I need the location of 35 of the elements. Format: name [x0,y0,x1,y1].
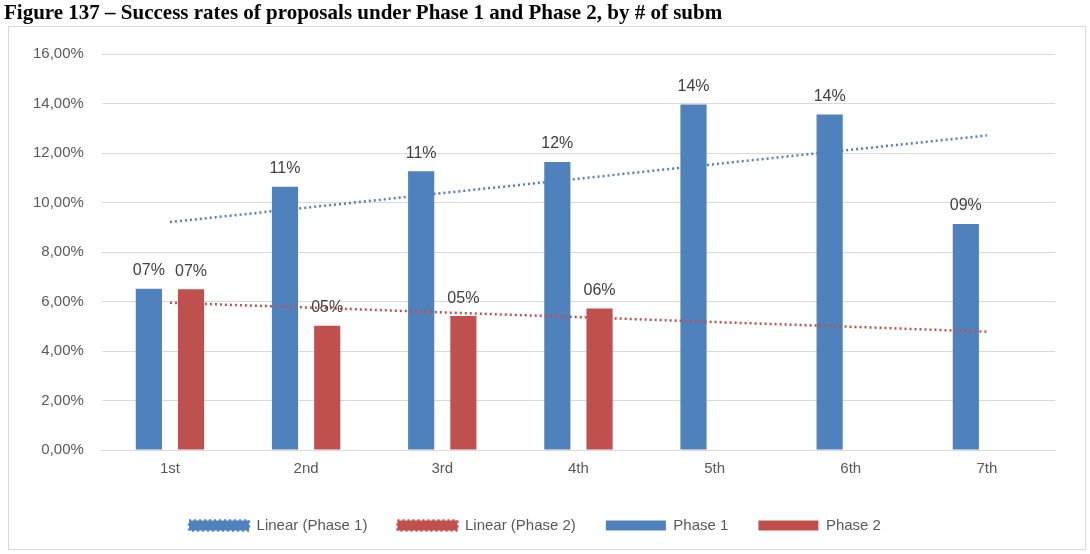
legend-label: Linear (Phase 1) [256,515,368,533]
x-tick-label: 2nd [293,459,319,477]
data-label: 12% [541,134,574,152]
data-label: 07% [175,261,208,279]
data-label: 14% [813,86,846,104]
x-tick-label: 3rd [431,459,454,477]
legend-label: Linear (Phase 2) [464,515,576,533]
x-tick-label: 5th [704,459,726,477]
x-tick-label: 6th [840,459,862,477]
bar [135,288,162,450]
bar [314,325,341,450]
data-label: 14% [677,76,710,94]
y-tick-label: 14,00% [33,93,84,111]
x-tick-label: 4th [568,459,589,477]
y-tick-label: 8,00% [41,242,84,260]
x-tick-label: 1st [159,459,181,477]
y-tick-label: 0,00% [41,440,84,458]
y-tick-label: 12,00% [33,143,84,161]
chart-title: Figure 137 – Success rates of proposals under Phase 1 and Phase 2, by # of subm [3,0,724,26]
data-label: 07% [132,261,165,279]
data-label: 09% [949,196,982,214]
data-label: 05% [311,298,344,316]
bar [952,224,979,450]
data-label: 11% [269,159,301,177]
data-label: 05% [447,288,480,306]
y-tick-label: 4,00% [41,341,84,359]
data-label: 11% [405,143,437,161]
x-tick-label: 7th [976,459,998,477]
y-tick-label: 10,00% [33,192,84,210]
y-tick-label: 16,00% [33,44,84,62]
data-label: 06% [583,280,616,298]
y-tick-label: 6,00% [41,291,84,309]
legend-label: Phase 1 [673,515,729,533]
y-tick-label: 2,00% [41,390,84,408]
legend-label: Phase 2 [825,515,881,533]
